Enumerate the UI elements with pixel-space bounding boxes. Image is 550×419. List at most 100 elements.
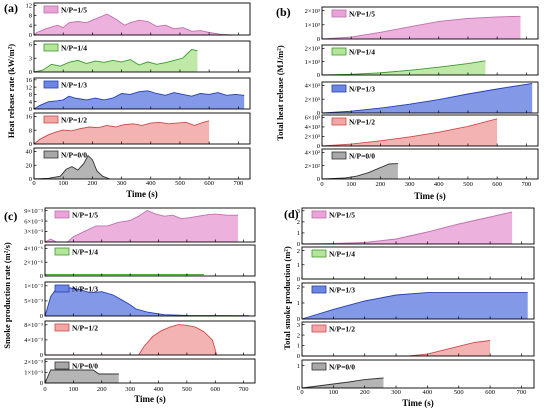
x-tick-label: 100	[69, 386, 79, 393]
y-tick-label: 0	[317, 110, 320, 117]
series-strip: 0 1×10³ 2×10³ N/P=1/4	[305, 44, 539, 79]
x-tick-label: 0	[300, 389, 303, 396]
series-area	[45, 324, 217, 355]
y-tick-label: 1	[297, 262, 300, 269]
y-tick-label: 16	[26, 77, 33, 84]
x-tick-label: 0	[320, 181, 323, 188]
y-tick-label: 2	[297, 248, 300, 255]
series-line	[33, 90, 245, 110]
series-line	[33, 49, 198, 73]
series-strip: 0 1 2 N/P=1/3	[297, 282, 535, 323]
series-area	[45, 210, 238, 242]
y-tick-label: 12	[26, 84, 33, 91]
panel-2: (c) Smoke production rate (m²/s) 0 3×10⁻³ 6×…	[2, 207, 256, 404]
y-tick-label: 6×10⁻³	[24, 218, 43, 225]
x-tick-label: 300	[405, 181, 415, 188]
series-line	[321, 15, 521, 40]
legend-swatch	[311, 362, 327, 371]
panel-label: (b)	[276, 5, 291, 19]
series-strip: 0 1×10⁻³ 2×10⁻³ N/P=0/0	[24, 358, 256, 387]
strip-frame	[44, 244, 256, 277]
x-tick-label: 200	[376, 181, 386, 188]
y-tick-label: 6×10³	[305, 115, 320, 122]
legend-label: N/P=1/5	[349, 10, 375, 19]
y-tick-label: 0	[297, 385, 300, 392]
legend-swatch	[331, 84, 347, 93]
legend-swatch	[311, 210, 327, 219]
series-strip: 0 1 2 N/P=1/4	[297, 246, 535, 283]
legend-swatch	[43, 5, 59, 14]
x-axis-label: Time (s)	[134, 394, 166, 404]
y-axis-label: Heat release rate (kW/m²)	[6, 44, 16, 138]
y-tick-label: 2×10³	[305, 8, 320, 15]
y-tick-label: 8	[29, 127, 32, 134]
y-tick-label: 0	[40, 380, 43, 387]
y-tick-label: 3	[29, 55, 32, 62]
legend-label: N/P=0/0	[72, 362, 98, 371]
series-strip: 0 2×10³ 4×10³ 6×10³ N/P=1/2	[305, 114, 539, 150]
legend-label: N/P=1/4	[329, 250, 355, 259]
legend-swatch	[43, 43, 59, 52]
series-strip: 0 2×10⁻⁶ 4×10⁻⁶ N/P=1/4	[24, 244, 256, 280]
series-area	[302, 292, 528, 319]
y-tick-label: 2×10³	[305, 96, 320, 103]
y-tick-label: 2×10³	[305, 134, 320, 141]
series-strip: 0 1×10³ 2×10³ N/P=1/5	[305, 6, 539, 43]
y-tick-label: 0	[29, 32, 32, 39]
x-tick-label: 100	[346, 181, 356, 188]
series-area	[45, 370, 119, 383]
x-tick-label: 200	[360, 389, 370, 396]
series-area	[34, 90, 245, 109]
x-tick-label: 600	[485, 389, 495, 396]
legend-label: N/P=1/5	[329, 211, 355, 220]
y-tick-label: 2×10²	[305, 163, 320, 170]
strip-frame	[321, 81, 539, 114]
x-tick-label: 600	[492, 181, 502, 188]
x-axis-label: Time (s)	[126, 189, 158, 199]
series-strip: 0 3 6 N/P=1/4	[29, 40, 251, 76]
strip-frame	[44, 358, 256, 384]
strip-frame	[44, 281, 256, 317]
legend-label: N/P=1/3	[349, 85, 375, 94]
legend-swatch	[331, 9, 347, 18]
series-line	[44, 369, 119, 384]
legend-label: N/P=1/4	[72, 248, 98, 257]
series-area	[34, 49, 198, 72]
legend-label: N/P=0/0	[349, 152, 375, 161]
strip-frame	[301, 321, 535, 357]
x-axis-label: Time (s)	[414, 191, 446, 201]
y-tick-label: 3	[297, 322, 300, 329]
y-tick-label: 0	[297, 316, 300, 323]
y-tick-label: 3×10⁻³	[24, 229, 43, 236]
legend-label: N/P=1/4	[61, 44, 87, 53]
series-area	[322, 163, 398, 179]
y-tick-label: 1×10⁻³	[24, 370, 43, 377]
x-axis-label: Time (s)	[402, 398, 434, 408]
y-axis-label: Total smoke production (m²)	[282, 246, 292, 350]
strip-frame	[301, 207, 535, 245]
x-tick-label: 200	[88, 180, 98, 187]
x-tick-label: 600	[204, 180, 214, 187]
series-line	[321, 163, 398, 180]
panel-label: (c)	[4, 209, 17, 223]
y-axis-label: Smoke production rate (m²/s)	[2, 242, 12, 349]
y-tick-label: 0	[317, 176, 320, 183]
strip-frame	[301, 246, 535, 280]
y-tick-label: 4×10⁻⁶	[24, 246, 43, 253]
series-strip: 0 3×10⁻³ 6×10⁻³ 9×10⁻³ N/P=1/5	[24, 207, 256, 246]
x-tick-label: 300	[391, 389, 401, 396]
x-tick-label: 500	[182, 386, 192, 393]
series-area	[322, 60, 486, 75]
y-tick-label: 2×10³	[305, 46, 320, 53]
legend-swatch	[43, 150, 59, 159]
series-line	[44, 209, 238, 243]
y-tick-label: 6	[29, 42, 33, 49]
series-strip: 0 20 40 N/P=0/0	[26, 147, 251, 183]
series-line	[301, 377, 384, 389]
y-tick-label: 0	[29, 141, 32, 148]
series-strip: 0 5×10⁻³ 1×10⁻² N/P=1/3	[24, 281, 256, 320]
series-line	[301, 211, 513, 245]
strip-frame	[44, 207, 256, 243]
x-tick-label: 100	[58, 180, 68, 187]
